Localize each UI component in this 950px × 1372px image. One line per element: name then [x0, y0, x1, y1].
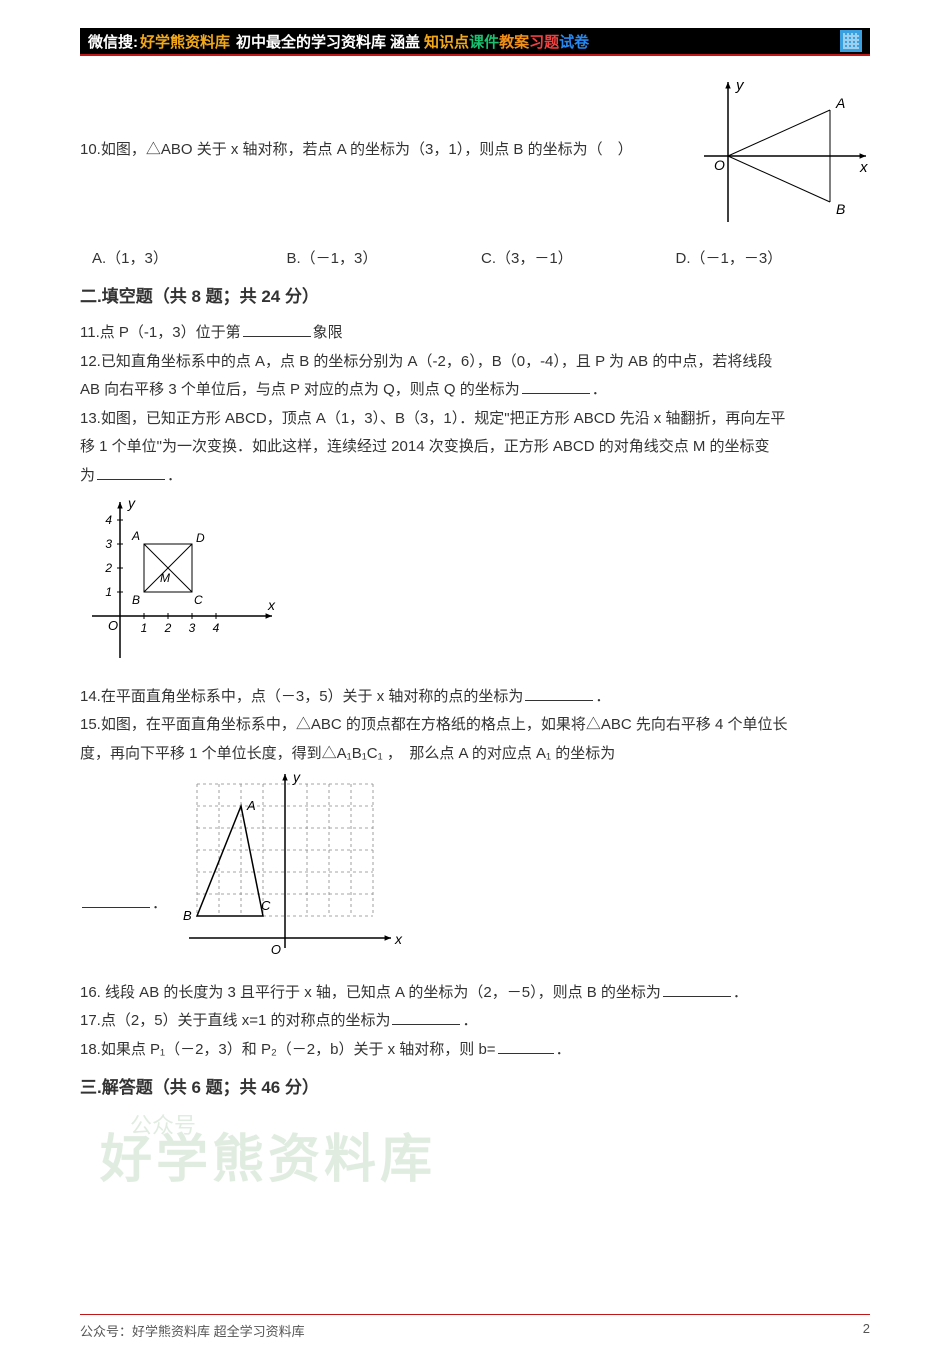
- q14: 14.在平面直角坐标系中，点（－3，5）关于 x 轴对称的点的坐标为 ．: [80, 683, 870, 712]
- q10-optB: B.（－1，3）: [287, 245, 482, 274]
- svg-text:O: O: [108, 618, 118, 633]
- svg-text:B: B: [836, 201, 845, 217]
- svg-text:3: 3: [105, 537, 112, 551]
- q16: 16. 线段 AB 的长度为 3 且平行于 x 轴，已知点 A 的坐标为（2，－…: [80, 979, 870, 1008]
- q14-blank: [525, 686, 593, 701]
- q13-line2: 移 1 个单位"为一次变换．如此这样，连续经过 2014 次变换后，正方形 AB…: [80, 433, 870, 462]
- footer-page: 2: [863, 1321, 870, 1340]
- q11-post: 象限: [313, 324, 343, 341]
- svg-text:C: C: [261, 898, 271, 913]
- banner-t6: 课件: [469, 31, 499, 52]
- svg-text:O: O: [714, 157, 725, 173]
- q15-blank: [82, 893, 150, 908]
- q10-optC: C.（3，－1）: [481, 245, 676, 274]
- svg-text:M: M: [160, 571, 170, 585]
- svg-text:x: x: [859, 159, 868, 176]
- q12-line1: 12.已知直角坐标系中的点 A，点 B 的坐标分别为 A（-2，6），B（0，-…: [80, 348, 870, 377]
- q10: 10.如图，△ABO 关于 x 轴对称，若点 A 的坐标为（3，1），则点 B …: [80, 76, 870, 237]
- q12-line2-post: ．: [592, 381, 607, 398]
- banner-t8: 习题: [529, 31, 559, 52]
- header-banner: 微信搜: 好学熊资料库 初中最全的学习资料库 涵盖 知识点 课件 教案 习题 试…: [80, 28, 870, 56]
- q10-options: A.（1，3） B.（－1，3） C.（3，－1） D.（－1，－3）: [92, 245, 870, 274]
- banner-t5: 知识点: [424, 31, 469, 52]
- q13-blank: [97, 465, 165, 480]
- footer-left: 公众号：好学熊资料库 超全学习资料库: [80, 1321, 305, 1340]
- q18-pre: 18.如果点 P₁（－2，3）和 P₂（－2，b）关于 x 轴对称，则 b=: [80, 1041, 496, 1058]
- q15-blank-post: ．: [152, 895, 167, 912]
- q17-blank: [392, 1010, 460, 1025]
- q13-line1: 13.如图，已知正方形 ABCD，顶点 A（1，3）、B（3，1）．规定"把正方…: [80, 405, 870, 434]
- svg-text:y: y: [292, 769, 301, 785]
- q11: 11.点 P（-1，3）位于第 象限: [80, 319, 870, 348]
- svg-text:O: O: [271, 942, 281, 957]
- q15: 15.如图，在平面直角坐标系中，△ABC 的顶点都在方格纸的格点上，如果将△AB…: [80, 711, 870, 979]
- q12: 12.已知直角坐标系中的点 A，点 B 的坐标分别为 A（-2，6），B（0，-…: [80, 348, 870, 405]
- q15-figure: A B Cy x O: [167, 768, 407, 968]
- q11-pre: 11.点 P（-1，3）位于第: [80, 324, 241, 341]
- svg-text:y: y: [127, 496, 136, 511]
- q15-line2: 度，再向下平移 1 个单位长度，得到△A₁B₁C₁ ， 那么点 A 的对应点 A…: [80, 740, 870, 769]
- svg-text:4: 4: [105, 513, 112, 527]
- q17: 17.点（2，5）关于直线 x=1 的对称点的坐标为 ．: [80, 1007, 870, 1036]
- svg-text:B: B: [183, 908, 192, 923]
- q16-pre: 16. 线段 AB 的长度为 3 且平行于 x 轴，已知点 A 的坐标为（2，－…: [80, 984, 661, 1001]
- svg-text:4: 4: [213, 621, 220, 635]
- watermark-sub: 公众号: [130, 1108, 196, 1140]
- q12-blank: [522, 379, 590, 394]
- q11-blank: [243, 322, 311, 337]
- svg-text:3: 3: [189, 621, 196, 635]
- svg-text:1: 1: [141, 621, 148, 635]
- q10-text: 10.如图，△ABO 关于 x 轴对称，若点 A 的坐标为（3，1），则点 B …: [80, 141, 633, 158]
- svg-text:x: x: [267, 597, 276, 613]
- q18-post: ．: [556, 1041, 571, 1058]
- svg-text:C: C: [194, 593, 203, 607]
- qr-icon: [840, 30, 862, 52]
- page-content: 10.如图，△ABO 关于 x 轴对称，若点 A 的坐标为（3，1），则点 B …: [80, 76, 870, 1105]
- svg-text:1: 1: [105, 585, 112, 599]
- q17-post: ．: [462, 1012, 477, 1029]
- q10-figure: y x O A B: [700, 76, 870, 226]
- q12-line2-pre: AB 向右平移 3 个单位后，与点 P 对应的点为 Q，则点 Q 的坐标为: [80, 381, 520, 398]
- svg-text:2: 2: [164, 621, 172, 635]
- q13: 13.如图，已知正方形 ABCD，顶点 A（1，3）、B（3，1）．规定"把正方…: [80, 405, 870, 677]
- q13-line3-pre: 为: [80, 467, 95, 484]
- svg-text:D: D: [196, 531, 205, 545]
- banner-t2: 好学熊资料库: [140, 31, 230, 52]
- svg-text:x: x: [394, 931, 403, 947]
- banner-t3: 初中最全的学习资料库: [236, 31, 386, 52]
- q18: 18.如果点 P₁（－2，3）和 P₂（－2，b）关于 x 轴对称，则 b= ．: [80, 1036, 870, 1065]
- svg-text:A: A: [246, 798, 256, 813]
- svg-text:2: 2: [104, 561, 112, 575]
- q16-post: ．: [733, 984, 748, 1001]
- q14-pre: 14.在平面直角坐标系中，点（－3，5）关于 x 轴对称的点的坐标为: [80, 688, 523, 705]
- banner-t9: 试卷: [559, 31, 589, 52]
- q13-line3-post: ．: [167, 467, 182, 484]
- q10-optA: A.（1，3）: [92, 245, 287, 274]
- q14-post: ．: [595, 688, 610, 705]
- q10-optD: D.（－1，－3）: [676, 245, 871, 274]
- section3-title: 三.解答题（共 6 题；共 46 分）: [80, 1072, 870, 1104]
- banner-t7: 教案: [499, 31, 529, 52]
- svg-text:A: A: [835, 95, 845, 111]
- footer: 公众号：好学熊资料库 超全学习资料库 2: [80, 1314, 870, 1340]
- watermark-main: 好学熊资料库: [100, 1117, 436, 1192]
- q15-line1: 15.如图，在平面直角坐标系中，△ABC 的顶点都在方格纸的格点上，如果将△AB…: [80, 711, 870, 740]
- q17-pre: 17.点（2，5）关于直线 x=1 的对称点的坐标为: [80, 1012, 390, 1029]
- svg-text:y: y: [735, 77, 745, 94]
- svg-text:B: B: [132, 593, 140, 607]
- q13-figure: 1 2 3 4 1 2 3 4 A B C D My x O: [88, 496, 278, 666]
- banner-t1: 微信搜:: [88, 31, 138, 52]
- section2-title: 二.填空题（共 8 题；共 24 分）: [80, 281, 870, 313]
- banner-t4: 涵盖: [390, 31, 420, 52]
- svg-text:A: A: [131, 529, 140, 543]
- q18-blank: [498, 1039, 554, 1054]
- q16-blank: [663, 982, 731, 997]
